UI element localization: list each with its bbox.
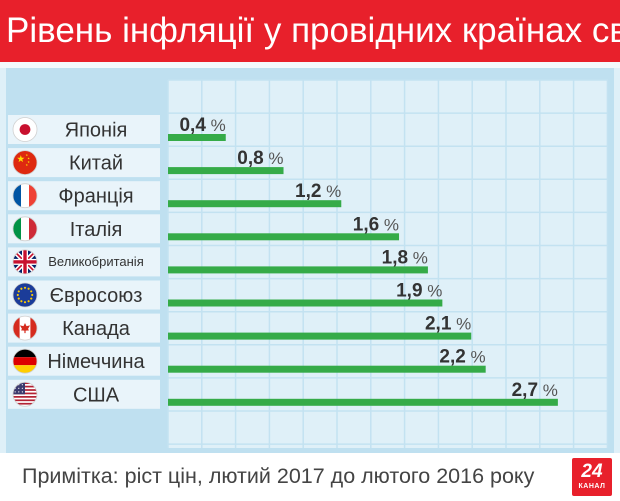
country-label: США (73, 384, 120, 406)
flag-outline (12, 249, 38, 275)
eu-flag-icon (13, 283, 37, 307)
country-labels: Японія Китай Франція Італія Великобританія Єв… (8, 115, 160, 409)
bar (168, 134, 226, 141)
italy-flag-icon (13, 216, 37, 241)
country-label: Франція (58, 186, 133, 208)
country-label: Японія (65, 120, 128, 142)
country-label: Німеччина (47, 351, 145, 373)
flag-outline (12, 348, 38, 374)
page-title: Рівень інфляції у провідних країнах світ… (0, 0, 620, 62)
country-label: Китай (69, 153, 123, 175)
china-flag-icon (13, 150, 37, 175)
flag-outline (12, 282, 38, 308)
value-label: 1,9 % (396, 281, 442, 302)
country-label: Канада (62, 318, 131, 340)
bar (168, 233, 400, 241)
value-label: 2,1 % (425, 314, 471, 335)
bar (168, 200, 342, 208)
flag-outline (12, 183, 38, 209)
value-label: 2,2 % (439, 347, 485, 368)
bar (168, 332, 472, 340)
footnote: Примітка: ріст цін, лютий 2017 до лютого… (0, 453, 620, 501)
country-label: Євросоюз (50, 285, 143, 307)
grid-background (168, 80, 608, 448)
country-label: Італія (70, 219, 123, 241)
value-label: 1,2 % (295, 181, 341, 202)
uk-flag-icon (13, 249, 37, 274)
value-label: 0,8 % (237, 148, 283, 169)
canada-flag-icon (13, 316, 37, 341)
flag-outline (12, 381, 38, 407)
flag-outline (12, 216, 38, 242)
header-divider (0, 62, 620, 68)
france-flag-icon (13, 183, 37, 208)
japan-flag-icon (13, 117, 37, 142)
flag-outline (12, 315, 38, 341)
country-label: Великобританія (48, 254, 143, 269)
bar (168, 398, 558, 406)
logo-text: КАНАЛ (578, 483, 606, 490)
germany-flag-icon (13, 349, 37, 374)
chart-grid (167, 79, 609, 448)
value-label: 1,8 % (382, 247, 428, 268)
bar (168, 365, 486, 373)
usa-flag-icon (13, 382, 37, 407)
flag-outline (12, 150, 38, 176)
value-label: 1,6 % (353, 214, 399, 235)
flag-outline (12, 117, 38, 142)
bar (168, 299, 443, 307)
logo-number: 24 (581, 461, 603, 482)
channel-24-logo: 24 КАНАЛ (572, 458, 612, 496)
bar (168, 167, 284, 175)
value-label: 2,7 % (512, 380, 558, 401)
chart-bars: 0,4 % 0,8 % 1,2 % 1,6 % 1,8 % 1,9 % 2,1 % 2,2 %… (168, 115, 558, 406)
value-label: 0,4 % (179, 115, 225, 136)
bar (168, 266, 428, 274)
